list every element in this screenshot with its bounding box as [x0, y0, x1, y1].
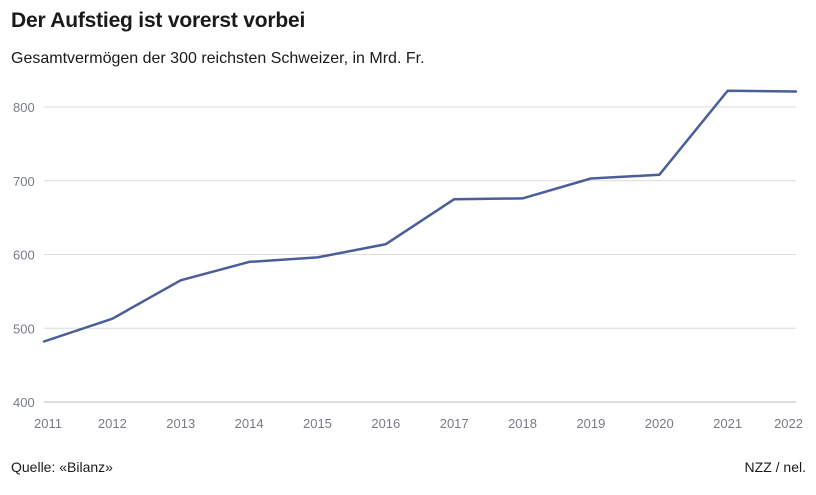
x-tick-label-2022: 2022 [774, 416, 803, 431]
x-tick-label-2012: 2012 [98, 416, 127, 431]
x-tick-label-2016: 2016 [371, 416, 400, 431]
x-tick-label-2013: 2013 [166, 416, 195, 431]
y-axis-ticks: 400 500 600 700 800 [13, 100, 35, 410]
x-tick-label-2019: 2019 [576, 416, 605, 431]
y-tick-label-400: 400 [13, 395, 35, 410]
chart-title: Der Aufstieg ist vorerst vorbei [11, 9, 306, 32]
chart-subtitle: Gesamtvermögen der 300 reichsten Schweiz… [11, 50, 425, 67]
x-tick-label-2015: 2015 [303, 416, 332, 431]
x-axis-ticks: 2011 2012 2013 2014 2015 2016 2017 2018 2019 2020… [34, 416, 803, 431]
y-tick-label-500: 500 [13, 321, 35, 336]
y-tick-label-700: 700 [13, 174, 35, 189]
credit-note: NZZ / nel. [744, 459, 806, 475]
series-layer [42, 89, 798, 343]
y-tick-label-600: 600 [13, 248, 35, 263]
x-tick-label-2018: 2018 [508, 416, 537, 431]
x-tick-label-2020: 2020 [645, 416, 674, 431]
y-tick-label-800: 800 [13, 100, 35, 115]
x-tick-label-2017: 2017 [440, 416, 469, 431]
x-tick-label-2021: 2021 [713, 416, 742, 431]
x-tick-label-2014: 2014 [235, 416, 264, 431]
source-note: Quelle: «Bilanz» [11, 459, 113, 475]
x-tick-label-2011: 2011 [34, 416, 62, 431]
grid-lines [44, 106, 796, 403]
series-line-0 [42, 89, 798, 343]
